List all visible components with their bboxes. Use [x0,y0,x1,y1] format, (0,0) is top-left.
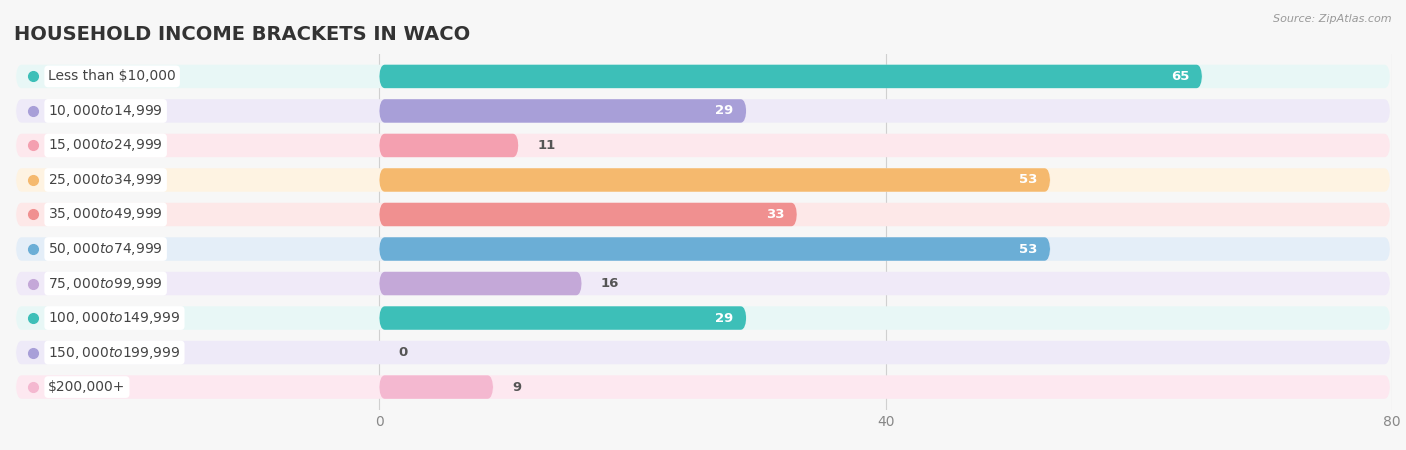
Text: 53: 53 [1019,243,1038,256]
Text: 53: 53 [1019,174,1038,186]
Text: $15,000 to $24,999: $15,000 to $24,999 [48,137,163,153]
Text: HOUSEHOLD INCOME BRACKETS IN WACO: HOUSEHOLD INCOME BRACKETS IN WACO [14,25,471,44]
FancyBboxPatch shape [380,99,747,123]
Text: 16: 16 [600,277,619,290]
Text: $50,000 to $74,999: $50,000 to $74,999 [48,241,163,257]
FancyBboxPatch shape [380,65,1202,88]
Text: 11: 11 [537,139,555,152]
FancyBboxPatch shape [380,272,582,295]
Text: $35,000 to $49,999: $35,000 to $49,999 [48,207,163,222]
Text: 65: 65 [1171,70,1189,83]
Text: $200,000+: $200,000+ [48,380,125,394]
FancyBboxPatch shape [15,341,1391,364]
Text: $75,000 to $99,999: $75,000 to $99,999 [48,275,163,292]
Text: 29: 29 [716,104,734,117]
FancyBboxPatch shape [380,375,494,399]
Text: 29: 29 [716,311,734,324]
FancyBboxPatch shape [15,237,1391,261]
Text: $150,000 to $199,999: $150,000 to $199,999 [48,345,181,360]
Text: 33: 33 [766,208,785,221]
FancyBboxPatch shape [15,99,1391,123]
Text: 9: 9 [512,381,522,394]
FancyBboxPatch shape [380,306,747,330]
Text: $100,000 to $149,999: $100,000 to $149,999 [48,310,181,326]
FancyBboxPatch shape [15,168,1391,192]
FancyBboxPatch shape [15,306,1391,330]
FancyBboxPatch shape [380,203,797,226]
FancyBboxPatch shape [15,65,1391,88]
FancyBboxPatch shape [380,237,1050,261]
Text: Source: ZipAtlas.com: Source: ZipAtlas.com [1274,14,1392,23]
FancyBboxPatch shape [15,134,1391,157]
Text: 0: 0 [398,346,408,359]
FancyBboxPatch shape [380,168,1050,192]
Text: $25,000 to $34,999: $25,000 to $34,999 [48,172,163,188]
FancyBboxPatch shape [15,203,1391,226]
Text: Less than $10,000: Less than $10,000 [48,69,176,83]
FancyBboxPatch shape [15,272,1391,295]
Text: $10,000 to $14,999: $10,000 to $14,999 [48,103,163,119]
FancyBboxPatch shape [380,134,519,157]
FancyBboxPatch shape [15,375,1391,399]
